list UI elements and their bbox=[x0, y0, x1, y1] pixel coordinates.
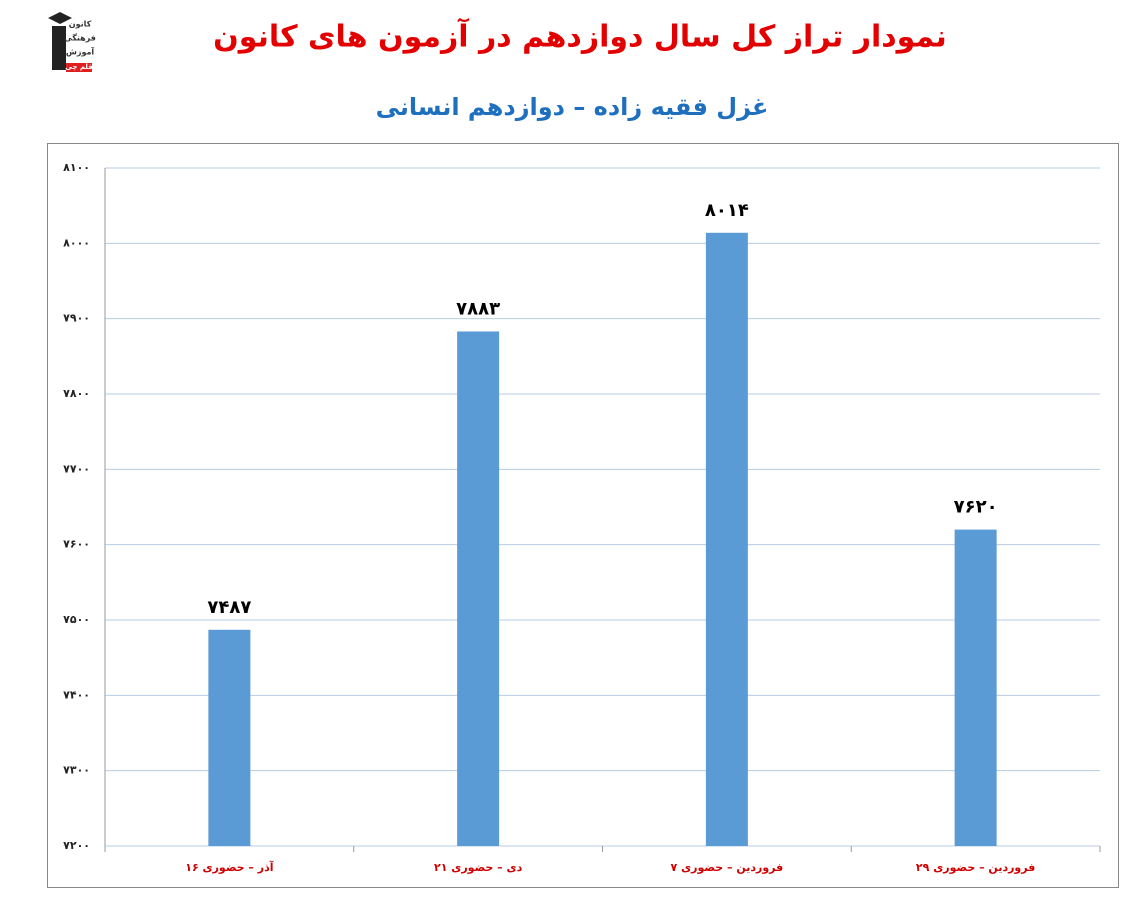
y-tick-label: ۷۷۰۰ bbox=[63, 462, 90, 475]
x-tick-label: ۱۶ آذر – حضوری bbox=[185, 860, 273, 874]
logo-text: آموزش bbox=[66, 47, 95, 58]
chart-subtitle: غزل فقیه زاده – دوازدهم انسانی bbox=[376, 93, 769, 121]
logo-text: قلم چی bbox=[65, 63, 93, 71]
x-tick-label: ۲۱ دی – حضوری bbox=[434, 861, 523, 874]
y-tick-label: ۷۹۰۰ bbox=[63, 312, 90, 325]
y-tick-label: ۷۶۰۰ bbox=[63, 538, 90, 551]
bar bbox=[208, 629, 251, 846]
logo: کانون فرهنگی آموزش قلم چی bbox=[44, 10, 96, 72]
value-label: ۷۸۸۳ bbox=[456, 298, 500, 319]
chart-border bbox=[47, 143, 1119, 888]
value-label: ۷۶۲۰ bbox=[954, 497, 998, 518]
y-tick-label: ۷۳۰۰ bbox=[63, 764, 90, 777]
chart-title: نمودار تراز کل سال دوازدهم در آزمون های … bbox=[213, 18, 947, 55]
bar bbox=[954, 529, 997, 846]
y-tick-label: ۷۵۰۰ bbox=[63, 613, 90, 626]
logo-figure bbox=[48, 12, 72, 70]
y-tick-label: ۷۴۰۰ bbox=[63, 688, 90, 701]
x-tick-label: ۲۹ فروردین – حضوری bbox=[916, 861, 1035, 874]
value-label: ۷۴۸۷ bbox=[207, 597, 251, 618]
value-label: ۸۰۱۴ bbox=[705, 200, 749, 221]
y-tick-label: ۸۰۰۰ bbox=[63, 236, 90, 249]
y-tick-label: ۷۸۰۰ bbox=[63, 387, 90, 400]
bar bbox=[457, 331, 500, 846]
x-tick-label: ۷ فروردین – حضوری bbox=[671, 861, 784, 874]
logo-text: کانون bbox=[69, 20, 92, 29]
y-tick-label: ۸۱۰۰ bbox=[63, 161, 90, 174]
logo-text: فرهنگی bbox=[64, 33, 96, 43]
y-tick-label: ۷۲۰۰ bbox=[63, 839, 90, 852]
logo-band bbox=[66, 63, 92, 72]
bar bbox=[705, 232, 748, 846]
